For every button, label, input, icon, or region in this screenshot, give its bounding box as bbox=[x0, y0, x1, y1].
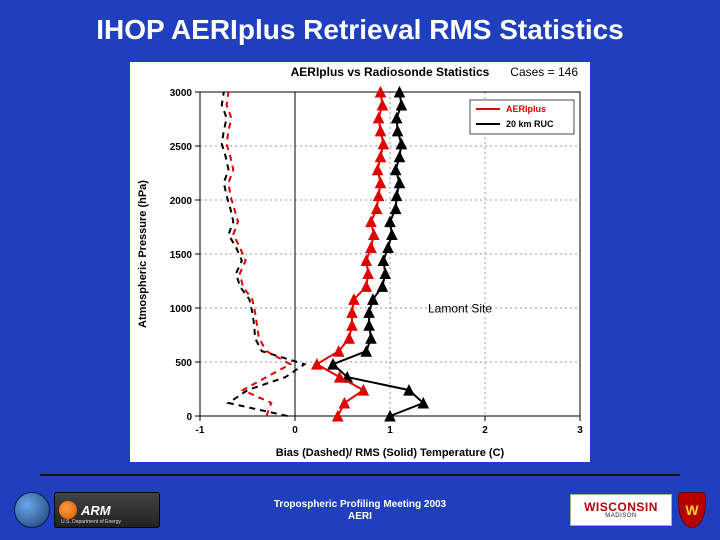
svg-text:3: 3 bbox=[577, 425, 583, 436]
footer-logo-left: ARM U.S. Department of Energy bbox=[14, 492, 160, 528]
chart-svg: AERIplus vs Radiosonde Statistics Cases =… bbox=[130, 62, 590, 462]
arm-text: ARM bbox=[81, 503, 111, 518]
slide: IHOP AERIplus Retrieval RMS Statistics A… bbox=[0, 0, 720, 540]
svg-text:Cases = 146: Cases = 146 bbox=[510, 65, 578, 79]
footer-credit: Tropospheric Profiling Meeting 2003 AERI bbox=[274, 499, 446, 522]
globe-icon bbox=[14, 492, 50, 528]
svg-text:1: 1 bbox=[387, 425, 393, 436]
divider-line bbox=[40, 474, 680, 476]
svg-text:20 km RUC: 20 km RUC bbox=[506, 119, 554, 129]
crest-letter: W bbox=[685, 502, 698, 518]
chart-container: AERIplus vs Radiosonde Statistics Cases =… bbox=[130, 62, 590, 462]
svg-text:2000: 2000 bbox=[170, 196, 193, 207]
footer-logo-right: WISCONSIN MADISON W bbox=[570, 492, 706, 528]
svg-text:0: 0 bbox=[186, 412, 192, 423]
svg-text:-1: -1 bbox=[196, 425, 205, 436]
svg-text:Bias (Dashed)/ RMS (Solid) Tem: Bias (Dashed)/ RMS (Solid) Temperature (… bbox=[276, 447, 505, 459]
crest-icon: W bbox=[678, 492, 706, 528]
svg-text:Atmospheric Pressure (hPa): Atmospheric Pressure (hPa) bbox=[137, 180, 149, 328]
sun-icon bbox=[59, 501, 77, 519]
svg-text:3000: 3000 bbox=[170, 88, 193, 99]
arm-sub: U.S. Department of Energy bbox=[61, 519, 121, 525]
svg-text:1000: 1000 bbox=[170, 304, 193, 315]
credit-line-1: Tropospheric Profiling Meeting 2003 bbox=[274, 499, 446, 511]
svg-text:Lamont Site: Lamont Site bbox=[428, 301, 492, 315]
arm-logo: ARM U.S. Department of Energy bbox=[54, 492, 160, 528]
wisc-top: WISCONSIN bbox=[584, 501, 658, 513]
slide-title: IHOP AERIplus Retrieval RMS Statistics bbox=[0, 14, 720, 46]
wisconsin-logo: WISCONSIN MADISON bbox=[570, 494, 672, 526]
credit-line-2: AERI bbox=[274, 511, 446, 523]
svg-text:2500: 2500 bbox=[170, 142, 193, 153]
footer: ARM U.S. Department of Energy Tropospher… bbox=[0, 480, 720, 534]
svg-text:AERIplus: AERIplus bbox=[506, 104, 546, 114]
svg-text:500: 500 bbox=[175, 358, 192, 369]
svg-text:2: 2 bbox=[482, 425, 488, 436]
svg-text:1500: 1500 bbox=[170, 250, 193, 261]
wisc-bottom: MADISON bbox=[605, 513, 637, 519]
svg-text:AERIplus vs Radiosonde Statist: AERIplus vs Radiosonde Statistics bbox=[291, 65, 490, 79]
svg-text:0: 0 bbox=[292, 425, 298, 436]
